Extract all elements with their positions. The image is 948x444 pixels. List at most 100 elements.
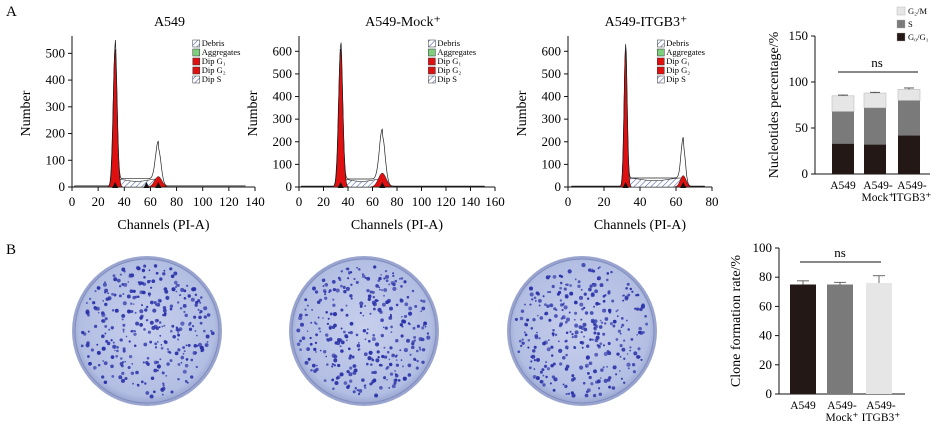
colony-dot [195,365,198,369]
colony-dot [139,316,143,320]
colony-dot [102,282,107,287]
colony-dot [194,303,198,307]
colony-dot [598,325,603,329]
colony-dot [122,323,126,327]
colony-dot [315,364,318,367]
colony-dot [621,347,626,352]
colony-dot [629,346,632,349]
colony-dot [173,271,178,276]
colony-dot [412,357,417,361]
colony-dot [364,386,367,389]
colony-dot [147,330,151,334]
x-tick-label: 20 [92,194,105,209]
colony-dot [345,286,350,291]
colony-dot [188,327,193,331]
colony-dot [579,365,584,370]
colony-dot [116,349,119,353]
legend-swatch [896,32,906,42]
colony-dot [585,355,590,360]
legend-swatch [896,19,906,29]
colony-dot [309,342,313,346]
colony-dot [529,292,534,297]
colony-dot [328,325,333,330]
colony-dot [559,362,563,366]
colony-dot [358,268,361,271]
colony-dot [640,358,643,361]
colony-dot [88,361,92,366]
colony-dot [524,303,526,306]
colony-dot [388,300,390,303]
colony-dot [316,300,321,305]
colony-dot [547,291,550,294]
colony-dot [306,330,309,333]
colony-dot [598,302,601,306]
colony-dot [363,352,368,357]
colony-dot [140,380,144,384]
y-tick-label: 300 [46,99,66,114]
colony-dot [356,388,359,392]
colony-dot [307,357,311,361]
colony-dot [565,353,568,357]
colony-dot [424,325,427,328]
x-tick-label: 80 [706,194,719,209]
colony-dot [412,326,416,330]
legend-swatch-green-box [428,48,436,57]
colony-dot [420,310,423,313]
colony-dot [104,317,108,321]
colony-dot [567,392,571,395]
legend-swatch-hatched-box [657,75,665,84]
peak-marker [337,182,344,188]
colony-dot [349,294,353,298]
colony-dot [87,355,90,358]
colony-dot [596,276,602,281]
legend-swatch-hatched-box [657,39,665,48]
colony-dot [624,295,629,300]
colony-dot [542,383,546,387]
colony-dot [558,324,562,328]
colony-dot [634,307,637,310]
colony-dot [583,306,586,310]
colony-dot [315,333,319,337]
colony-dot [189,321,192,325]
colony-dot [149,286,153,289]
colony-dot [311,308,314,311]
colony-dot [400,277,404,280]
colony-dot [313,347,317,352]
colony-dot [203,315,207,319]
colony-dot [378,286,381,289]
colony-dot [379,310,383,314]
colony-dot [619,355,622,358]
colony-dot [301,336,306,340]
colony-dot [323,379,327,382]
colony-dot [298,316,303,321]
histogram-outline [301,42,485,188]
colony-dot [338,278,342,282]
colony-dot [114,349,116,352]
colony-dot [611,299,615,303]
colony-dot [383,294,385,297]
legend-swatch-red-box [192,57,201,66]
colony-dot [111,309,115,312]
colony-dot [398,277,401,280]
colony-dot [90,348,95,352]
colony-dot [149,394,154,399]
colony-dot [536,357,540,362]
colony-dot [527,338,531,342]
colony-dot [312,286,316,291]
colony-dot [566,317,570,322]
colony-dot [190,358,194,362]
colony-dot [588,361,593,366]
colony-dot [532,349,536,353]
colony-dot [376,350,380,354]
colony-dot [599,377,602,379]
colony-plate-2 [289,256,439,406]
colony-dot [87,313,90,317]
colony-dot [528,366,532,370]
colony-dot [598,392,602,396]
g2-peak [674,175,692,188]
colony-dot [609,322,613,326]
colony-dot [156,364,161,369]
colony-dot [377,299,379,302]
colony-dot [399,349,402,352]
